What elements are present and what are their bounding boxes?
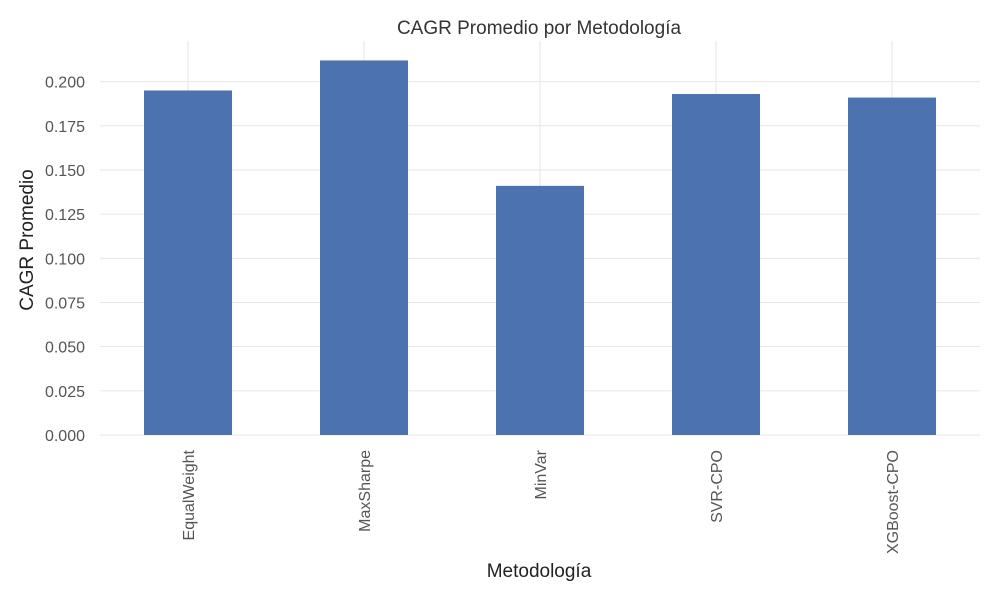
y-tick-label: 0.200 bbox=[45, 75, 85, 92]
y-tick-label: 0.175 bbox=[45, 119, 85, 136]
y-tick-label: 0.150 bbox=[45, 163, 85, 180]
y-tick-label: 0.075 bbox=[45, 295, 85, 312]
bar-equalweight bbox=[144, 90, 232, 435]
x-tick-label: MaxSharpe bbox=[357, 450, 374, 532]
x-axis-label: Metodología bbox=[487, 561, 592, 582]
bar-minvar bbox=[496, 185, 584, 435]
y-tick-labels: 0.000 0.025 0.050 0.075 0.100 0.125 0.150 0.175… bbox=[45, 75, 85, 445]
y-tick-label: 0.125 bbox=[45, 207, 85, 224]
x-tick-label: SVR-CPO bbox=[709, 450, 726, 523]
bar-svr-cpo bbox=[672, 94, 760, 435]
x-tick-label: EqualWeight bbox=[181, 449, 198, 540]
x-tick-label: MinVar bbox=[533, 449, 550, 499]
y-tick-label: 0.000 bbox=[45, 428, 85, 445]
x-tick-label: XGBoost-CPO bbox=[885, 450, 902, 554]
bar-xgboost-cpo bbox=[848, 97, 936, 435]
y-tick-label: 0.050 bbox=[45, 340, 85, 357]
y-tick-label: 0.100 bbox=[45, 251, 85, 268]
y-axis-label: CAGR Promedio bbox=[17, 169, 38, 311]
bar-maxsharpe bbox=[320, 60, 408, 436]
bars bbox=[144, 60, 936, 436]
chart-title: CAGR Promedio por Metodología bbox=[397, 18, 682, 39]
y-tick-label: 0.025 bbox=[45, 384, 85, 401]
x-tick-labels: EqualWeight MaxSharpe MinVar SVR-CPO XGBoost… bbox=[181, 449, 902, 554]
